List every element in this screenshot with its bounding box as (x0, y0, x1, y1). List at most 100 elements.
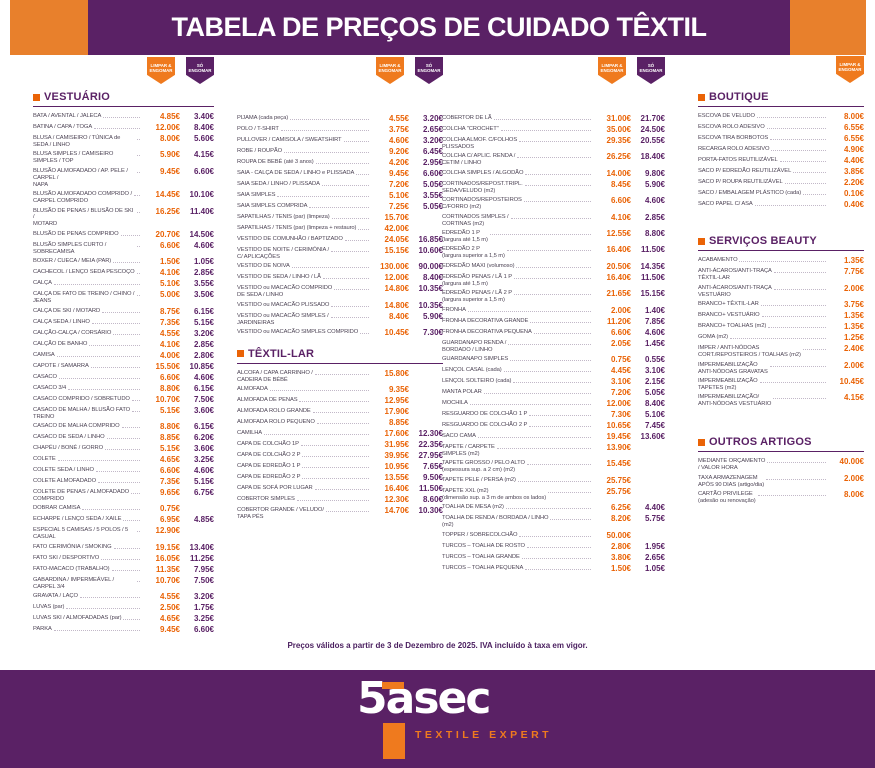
badge-label: SÓ (196, 62, 204, 68)
price-row: CASACO DE MALHA COMPRIDO 8.80€ 6.15€ (33, 422, 214, 431)
price-limpar-engomar: 8.85€ (388, 418, 409, 428)
item-label: BOXER / CUECA / MEIA (PAR) (33, 258, 112, 265)
section-header-vestuario: VESTUÁRIO (33, 91, 214, 107)
dotted-leader (137, 577, 140, 582)
item-label: SAIA SIMPLES (237, 192, 276, 198)
item-label: CORTINADOS/REPOST.TRIPL. SEDA/VELUDO (m2… (442, 180, 523, 194)
price-row: BLUSA SIMPLES / CAMISEIRO SIMPLES / TOP 5… (33, 150, 214, 165)
price-row: COLETE SEDA / LINHO 6.60€ 4.60€ (33, 466, 214, 475)
badge-label: SÓ (647, 62, 655, 68)
price-limpar-engomar: 2.00€ (843, 473, 864, 483)
dotted-leader (300, 441, 369, 447)
price-row: BLUSÃO DE PENAS COMPRIDO 20.70€ 14.50€ (33, 230, 214, 239)
price-row: VESTIDO ou MACACÃO COMPRIDO DE SEDA / LI… (237, 284, 443, 299)
price-row: POLO / T-SHIRT 3.75€ 2.65€ (237, 125, 443, 134)
item-label: CAPA DE COLCHÃO 1P (237, 441, 299, 448)
item-label: FATO CERIMÓNIA / SMOKING (33, 543, 112, 550)
item-label: LENÇOL SOLTEIRO (cada) (442, 378, 512, 385)
price-row: BATA / AVENTAL / JALECA 4.85€ 3.40€ (33, 112, 214, 121)
dotted-leader (134, 191, 140, 197)
price-row: TAPETE XXL (m2) (dimensão sup. a 3 m de … (442, 487, 665, 502)
item-label: COLCHA ALMOF. C/FOLHOS PLISSADOS (442, 137, 518, 150)
price-row: CALÇA DE FATO DE TREINO / CHINO / JEANS 5… (33, 290, 214, 305)
dotted-leader (548, 488, 591, 493)
price-limpar-engomar: 31.00€ (606, 114, 631, 123)
price-limpar-engomar: 10.70€ (155, 394, 180, 404)
dotted-leader (517, 153, 591, 159)
price-limpar-engomar: 6.60€ (159, 372, 180, 382)
item-label: COLCHA C/ APLIC. RENDA / CETIM / LINHO (442, 153, 516, 167)
dotted-leader (101, 555, 140, 560)
price-so-engomar: 27.95€ (418, 451, 443, 461)
price-limpar-engomar: 25.75€ (606, 475, 631, 485)
item-label: ACABAMENTO (698, 257, 738, 264)
price-row: CASACO 6.60€ 4.60€ (33, 372, 214, 382)
price-so-engomar: 10.30€ (418, 506, 443, 516)
price-row: ACABAMENTO 1.35€ (698, 256, 864, 266)
price-row: COLCHA C/ APLIC. RENDA / CETIM / LINHO 26… (442, 152, 665, 167)
item-label: CALÇA SEDA / LINHO (33, 318, 90, 325)
price-row: LENÇOL SOLTEIRO (cada) 3.10€ 2.15€ (442, 377, 665, 386)
price-limpar-engomar: 1.35€ (843, 256, 864, 266)
price-limpar-engomar: 20.50€ (606, 261, 631, 271)
price-limpar-engomar: 9.45€ (159, 625, 180, 635)
price-so-engomar: 3.50€ (193, 290, 214, 300)
item-label: TAXA ARMAZENAGEM APÓS 90 DIAS (artigo/di… (698, 474, 765, 488)
item-label: GABARDINA / IMPERMEÁVEL / CARPEL 3/4 (33, 576, 115, 590)
dotted-leader (131, 396, 140, 401)
price-so-engomar: 2.65€ (422, 125, 443, 134)
dotted-leader (137, 242, 140, 247)
dotted-leader (360, 329, 369, 335)
price-row: VESTIDO DE COMUNHÃO / BAPTIZADO 24.05€ 16.… (237, 235, 443, 244)
price-row: GUARDANAPO SIMPLES 0.75€ 0.55€ (442, 355, 665, 364)
price-limpar-engomar: 3.75€ (388, 125, 409, 134)
price-row: FRONHA DECORATIVA PEQUENA 6.60€ 4.60€ (442, 328, 665, 337)
price-limpar-engomar: 5.00€ (159, 290, 180, 300)
dotted-leader (505, 504, 591, 510)
price-row: EDREDÃO MAXI (volumoso) 20.50€ 14.35€ (442, 261, 665, 271)
price-row: TURCOS – TOALHA GRANDE 3.80€ 2.65€ (442, 552, 665, 562)
dotted-leader (477, 433, 591, 439)
section-title: SERVIÇOS BEAUTY (709, 235, 817, 248)
price-row: ALMOFADA 9.35€ (237, 385, 443, 394)
dotted-leader (53, 626, 140, 632)
section-header-outros-artigos: OUTROS ARTIGOS (698, 436, 864, 453)
price-limpar-engomar: 2.40€ (843, 344, 864, 354)
dotted-leader (769, 362, 826, 367)
item-label: CASACO DE SEDA / LINHO (33, 434, 105, 441)
dotted-leader (767, 458, 826, 464)
dotted-leader (489, 230, 591, 236)
limpar-engomar-badge-icon: LIMPAR & ENGOMAR (147, 57, 175, 84)
dotted-leader (314, 370, 369, 375)
item-label: FATO SKI / DESPORTIVO (33, 554, 100, 561)
price-limpar-engomar: 5.10€ (388, 191, 409, 200)
price-so-engomar: 9.50€ (422, 473, 443, 483)
price-limpar-engomar: 15.15€ (384, 246, 409, 255)
dotted-leader (773, 268, 826, 274)
price-row: SACO P/ EDREDÃO REUTILIZÁVEL 3.85€ (698, 167, 864, 176)
price-row: CAPA DE COLCHÃO 2 P 39.95€ 27.95€ (237, 451, 443, 461)
price-limpar-engomar: 7.20€ (610, 388, 631, 398)
price-so-engomar: 1.05€ (644, 563, 665, 573)
item-label: RESGUARDO DE COLCHÃO 1 P (442, 411, 528, 418)
badge-label: ENGOMAR (639, 67, 663, 73)
price-so-engomar: 5.75€ (644, 514, 665, 524)
item-label: SACO P/ ROUPA REUTILIZÁVEL (698, 179, 783, 185)
dotted-leader (344, 236, 369, 241)
item-label: ALMOFADA (237, 386, 268, 393)
item-label: BATA / AVENTAL / JALECA (33, 113, 102, 119)
price-so-engomar: 6.20€ (193, 433, 214, 443)
badge-label: LIMPAR & (601, 62, 623, 68)
dotted-leader (95, 467, 140, 473)
price-limpar-engomar: 1.50€ (610, 563, 631, 573)
price-so-engomar: 2.65€ (644, 552, 665, 562)
header-right-orange-block (790, 0, 866, 55)
price-so-engomar: 7.50€ (193, 394, 214, 404)
section-title: TÊXTIL-LAR (248, 347, 315, 360)
item-label: CASACO 3/4 (33, 384, 67, 391)
price-limpar-engomar: 2.50€ (159, 603, 180, 613)
price-limpar-engomar: 4.65€ (159, 614, 180, 624)
item-label: VESTIDO DE NOITE / CERIMÓNIA / C/ APLICA… (237, 247, 330, 260)
price-limpar-engomar: 8.75€ (159, 306, 180, 316)
limpar-engomar-badge-icon: LIMPAR & ENGOMAR (598, 57, 626, 84)
